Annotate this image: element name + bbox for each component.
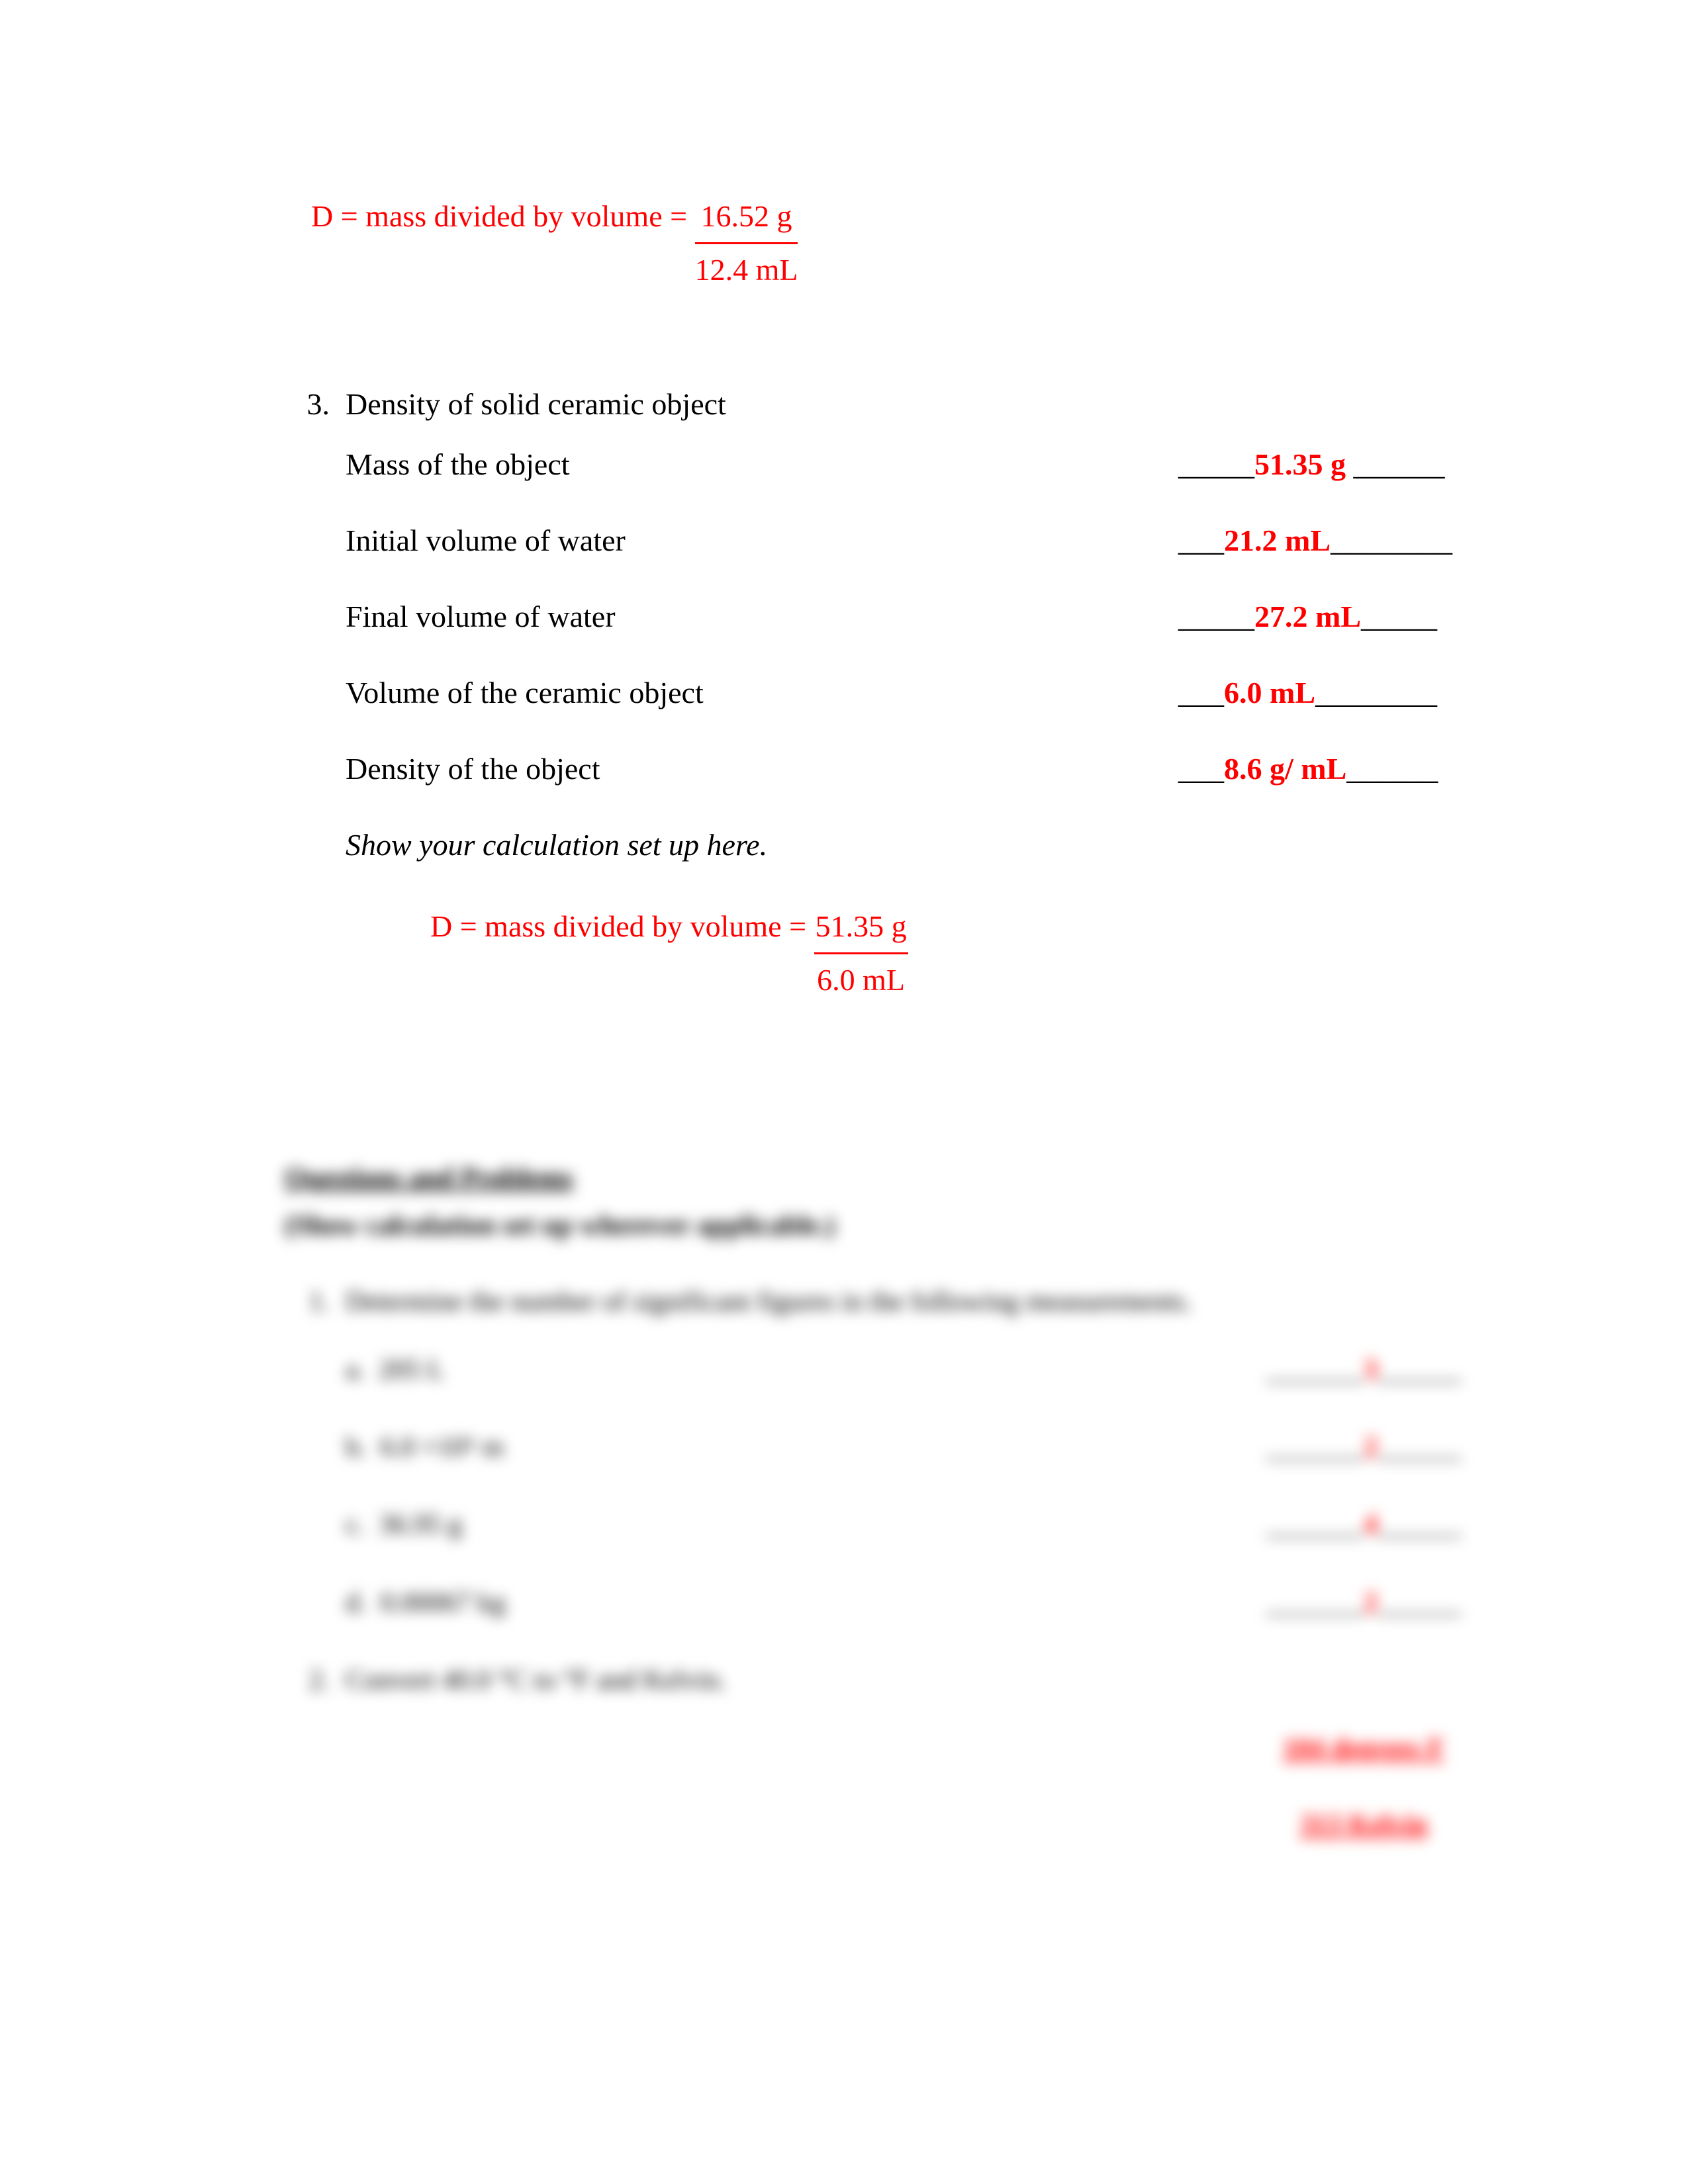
data-value: ___6.0 mL________ (1178, 675, 1483, 710)
eq1-denominator: 12.4 mL (695, 244, 798, 295)
blurred-heading: Questions and Problems (285, 1156, 1483, 1201)
eq2-fraction: 51.35 g 6.0 mL (814, 902, 908, 1004)
data-value: ___8.6 g/ mL______ (1178, 751, 1483, 786)
q3-data-list: Mass of the object _____51.35 g ______ I… (346, 447, 1483, 786)
blurred-q2-answer: 104 degrees F (1244, 1727, 1483, 1771)
blurred-q2-answers: 104 degrees F 313 Kelvin (285, 1727, 1483, 1879)
show-calculation-instruction: Show your calculation set up here. (346, 827, 1483, 862)
blurred-q1-item: b. 6.0 ×10⁵ m _______2______ (346, 1426, 1483, 1470)
blurred-q2-text: Convert 40.0 °C to °F and Kelvin. (346, 1659, 1483, 1703)
blurred-q1-item: d. 0.00067 kg _______2______ (346, 1581, 1483, 1625)
blurred-q1-text: Determine the number of significant figu… (346, 1280, 1483, 1324)
eq1-prefix: D = mass divided by volume = (311, 199, 695, 233)
data-label: Initial volume of water (346, 523, 1178, 558)
document-page: D = mass divided by volume = 16.52 g 12.… (0, 0, 1688, 2184)
eq1-fraction: 16.52 g 12.4 mL (695, 192, 798, 294)
eq2-denominator: 6.0 mL (814, 954, 908, 1005)
data-value: _____51.35 g ______ (1178, 447, 1483, 482)
density-equation-1: D = mass divided by volume = 16.52 g 12.… (311, 192, 1483, 294)
data-label: Volume of the ceramic object (346, 675, 1178, 710)
data-value: _____27.2 mL_____ (1178, 599, 1483, 634)
eq2-numerator: 51.35 g (814, 902, 908, 954)
question-3: 3. Density of solid ceramic object (285, 387, 1483, 422)
density-equation-2: D = mass divided by volume = 51.35 g 6.0… (430, 902, 1483, 1004)
data-label: Final volume of water (346, 599, 1178, 634)
data-row-final-volume: Final volume of water _____27.2 mL_____ (346, 599, 1483, 634)
blurred-q2-number: 2. (285, 1659, 346, 1703)
eq1-numerator: 16.52 g (695, 192, 798, 244)
data-label: Density of the object (346, 751, 1178, 786)
question-number: 3. (285, 387, 346, 422)
eq2-prefix: D = mass divided by volume = (430, 909, 814, 943)
blurred-q1-number: 1. (285, 1280, 346, 1324)
data-row-mass: Mass of the object _____51.35 g ______ (346, 447, 1483, 482)
blurred-subheading: (Show calculation set up wherever applic… (285, 1204, 1483, 1248)
data-value: ___21.2 mL________ (1178, 523, 1483, 558)
blurred-q1-item: a. 205 L _______3______ (346, 1348, 1483, 1392)
data-row-volume-object: Volume of the ceramic object ___6.0 mL__… (346, 675, 1483, 710)
data-row-initial-volume: Initial volume of water ___21.2 mL______… (346, 523, 1483, 558)
blurred-section: Questions and Problems (Show calculation… (285, 1156, 1483, 1879)
blurred-q2: 2. Convert 40.0 °C to °F and Kelvin. (285, 1659, 1483, 1703)
blurred-q1-item: c. 36.95 g _______4______ (346, 1503, 1483, 1547)
data-label: Mass of the object (346, 447, 1178, 482)
blurred-q2-answer: 313 Kelvin (1244, 1803, 1483, 1847)
blurred-q1-items: a. 205 L _______3______ b. 6.0 ×10⁵ m __… (346, 1348, 1483, 1625)
question-title: Density of solid ceramic object (346, 387, 1483, 422)
blurred-q1: 1. Determine the number of significant f… (285, 1280, 1483, 1324)
data-row-density: Density of the object ___8.6 g/ mL______ (346, 751, 1483, 786)
